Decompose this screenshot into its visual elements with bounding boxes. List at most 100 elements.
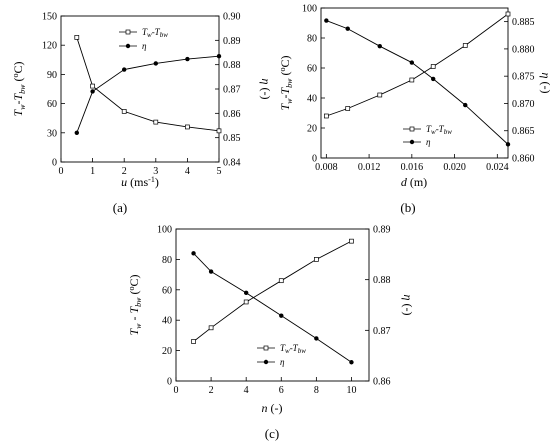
y-axis-title-left: Tw-Tbw (oC) — [11, 61, 27, 116]
y-axis-title-right: η (-) — [539, 73, 550, 94]
x-tick-label: 0 — [59, 166, 64, 177]
x-tick-label: 0.020 — [443, 162, 466, 173]
data-point-tw-tbw — [377, 92, 383, 98]
data-point-tw-tbw — [323, 113, 329, 119]
panel-label: (c) — [265, 426, 279, 441]
plot-frame — [60, 15, 220, 163]
legend-label-tw-tbw: Tw-Tbw — [426, 124, 452, 136]
legend-marker-open-square — [256, 345, 276, 351]
y-left-tick-label: 100 — [157, 225, 172, 236]
y-left-tick-label: 60 — [162, 285, 172, 296]
y-left-tick-label: 80 — [307, 34, 317, 45]
y-left-tick-label: 100 — [302, 4, 317, 15]
y-left-tick-label: 120 — [42, 41, 57, 52]
legend: Tw-Tbw η — [256, 343, 306, 367]
x-axis-title: n (-) — [262, 401, 283, 415]
x-tick-label: 2 — [209, 385, 214, 396]
data-point-tw-tbw — [505, 11, 511, 17]
y-left-tick-label: 90 — [47, 70, 57, 81]
data-point-eta — [314, 336, 319, 341]
x-tick-label: 8 — [314, 385, 319, 396]
y-left-tick-label: 80 — [162, 255, 172, 266]
y-right-tick-label: 0.88 — [223, 60, 241, 71]
data-point-tw-tbw — [278, 278, 284, 284]
data-point-tw-tbw — [208, 325, 214, 331]
y-axis-title-right: η (-) — [259, 79, 273, 100]
x-tick-label: 2 — [122, 166, 127, 177]
x-tick-label: 1 — [90, 166, 95, 177]
y-right-tick-label: 0.885 — [512, 17, 535, 28]
data-point-eta — [191, 251, 196, 256]
y-right-tick-label: 0.86 — [373, 377, 391, 388]
panel-label: (a) — [113, 200, 127, 215]
data-point-eta — [185, 56, 190, 62]
data-point-eta — [377, 43, 382, 49]
data-point-eta — [505, 142, 511, 147]
data-point-eta — [349, 360, 354, 365]
panel-c-series — [191, 238, 354, 365]
panel-a-series — [74, 35, 222, 135]
series-line-tw-tbw — [193, 240, 352, 342]
data-point-tw-tbw — [430, 64, 436, 69]
x-tick-label: 0.024 — [486, 162, 509, 173]
data-point-tw-tbw — [121, 109, 127, 114]
y-left-tick-label: 30 — [47, 128, 57, 139]
panel-b-axes: 0.008 0.012 0.016 0.020 0.024 0 20 40 60 80 100 0.8… — [302, 4, 535, 174]
data-point-tw-tbw — [191, 339, 196, 344]
panel-b: 0.008 0.012 0.016 0.020 0.024 0 20 40 60 80 100 0.8… — [278, 4, 550, 216]
data-point-eta — [324, 18, 329, 23]
legend: Tw-Tbw η — [402, 124, 452, 147]
y-right-tick-label: 0.870 — [512, 99, 535, 110]
y-right-tick-label: 0.875 — [512, 72, 535, 83]
data-point-eta — [216, 53, 222, 59]
x-axis-title: u (ms-1) — [121, 175, 159, 189]
x-tick-label: 0.012 — [358, 162, 381, 173]
legend-label-tw-tbw: Tw-Tbw — [280, 343, 306, 355]
series-line-tw-tbw — [326, 13, 509, 117]
legend-marker-open-square — [118, 29, 138, 35]
panel-label: (b) — [400, 200, 415, 215]
x-tick-label: 4 — [185, 166, 190, 177]
x-tick-label: 5 — [217, 166, 222, 177]
x-tick-label: 4 — [244, 385, 249, 396]
series-line-eta — [76, 55, 220, 133]
y-left-tick-label: 0 — [312, 154, 317, 165]
y-right-tick-label: 0.85 — [223, 133, 241, 144]
y-axis-title-right: η (-) — [401, 295, 415, 316]
plot-frame — [175, 228, 370, 382]
data-point-eta — [431, 76, 436, 82]
legend: Tw-Tbw η — [118, 27, 168, 51]
x-tick-label: 10 — [346, 385, 356, 396]
data-point-tw-tbw — [74, 35, 80, 40]
x-tick-label: 0.016 — [401, 162, 424, 173]
data-point-eta — [345, 26, 350, 31]
panel-a: 0 1 2 3 4 5 0 30 60 90 120 150 0.84 0.85 0.86 0.87 0.88 0… — [11, 12, 273, 216]
y-left-tick-label: 0 — [52, 158, 57, 169]
y-right-tick-label: 0.865 — [512, 126, 535, 137]
data-point-tw-tbw — [90, 83, 95, 89]
y-left-tick-label: 40 — [307, 94, 317, 105]
legend-marker-open-square — [402, 126, 422, 132]
data-point-tw-tbw — [185, 124, 190, 130]
legend-marker-filled-circle — [118, 43, 138, 49]
data-point-tw-tbw — [409, 77, 415, 83]
data-point-eta — [279, 313, 284, 318]
data-point-tw-tbw — [349, 238, 354, 244]
data-point-tw-tbw — [153, 119, 159, 125]
legend-label-eta: η — [142, 41, 147, 51]
data-point-eta — [243, 290, 249, 296]
y-right-tick-label: 0.84 — [223, 158, 241, 169]
y-left-tick-label: 60 — [307, 64, 317, 75]
panel-a-axes: 0 1 2 3 4 5 0 30 60 90 120 150 0.84 0.85 0.86 0.87 0.88 0… — [42, 12, 241, 178]
y-left-tick-label: 60 — [47, 99, 57, 110]
data-point-tw-tbw — [314, 257, 319, 262]
y-right-tick-label: 0.86 — [223, 109, 241, 120]
data-point-eta — [90, 89, 95, 94]
y-right-tick-label: 0.88 — [373, 275, 391, 286]
y-axis-title-left: Tw-Tbw (oC) — [278, 55, 294, 110]
data-point-eta — [153, 61, 158, 66]
y-right-tick-label: 0.860 — [512, 154, 535, 165]
